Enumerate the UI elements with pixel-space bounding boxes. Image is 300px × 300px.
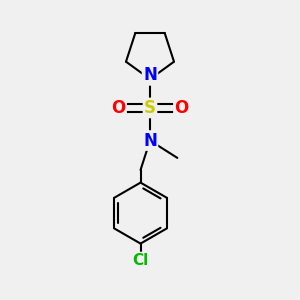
Text: O: O: [174, 99, 189, 117]
Text: S: S: [144, 99, 156, 117]
Text: Cl: Cl: [132, 253, 149, 268]
Text: O: O: [111, 99, 126, 117]
Text: N: N: [143, 131, 157, 149]
Text: N: N: [143, 66, 157, 84]
